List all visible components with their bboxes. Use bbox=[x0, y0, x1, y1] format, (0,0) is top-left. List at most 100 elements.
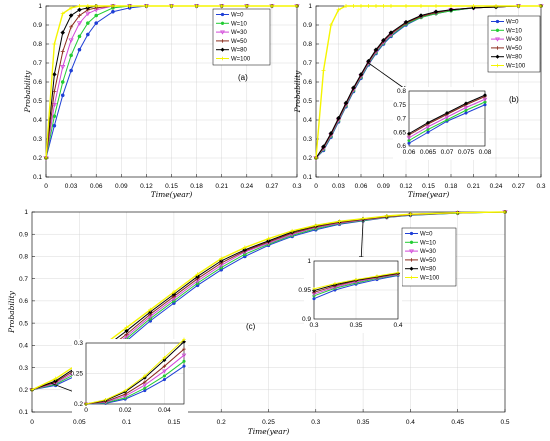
y-tick-label: 0.8 bbox=[303, 41, 312, 48]
y-tick-label: 0.5 bbox=[19, 320, 28, 327]
inset-y-tick-label: 0.9 bbox=[302, 316, 311, 323]
x-axis-title: Time(year) bbox=[408, 190, 450, 199]
data-point bbox=[127, 4, 132, 8]
data-point bbox=[321, 144, 326, 149]
data-point bbox=[148, 307, 153, 312]
data-point bbox=[44, 156, 48, 160]
y-tick-label: 0.8 bbox=[19, 254, 28, 261]
y-tick-label: 1 bbox=[308, 3, 312, 10]
inset-y-tick-label: 0.3 bbox=[74, 340, 83, 347]
data-point bbox=[242, 245, 247, 250]
data-point bbox=[329, 23, 333, 27]
data-point bbox=[503, 210, 507, 214]
data-point bbox=[321, 68, 326, 73]
x-tick-label: 0 bbox=[44, 183, 48, 190]
legend-label: W=10 bbox=[506, 28, 523, 34]
inset-x-tick-label: 0.04 bbox=[158, 407, 171, 414]
x-tick-label: 0.03 bbox=[65, 183, 78, 190]
x-tick-label: 0.21 bbox=[467, 183, 480, 190]
series-line bbox=[45, 5, 297, 159]
inset-series-W=10 bbox=[407, 100, 487, 143]
inset-data-point bbox=[375, 274, 379, 278]
data-point bbox=[111, 9, 115, 14]
y-tick-label: 0.8 bbox=[33, 41, 42, 48]
inset-series-line bbox=[85, 360, 185, 405]
x-tick-label: 0.15 bbox=[422, 183, 435, 190]
inset-y-tick-label: 1 bbox=[307, 258, 311, 265]
data-point bbox=[60, 11, 65, 16]
x-tick-label: 0.18 bbox=[190, 183, 203, 190]
y-tick-label: 0.6 bbox=[303, 79, 312, 86]
x-tick-label: 0.24 bbox=[240, 183, 253, 190]
inset-series-line bbox=[85, 365, 185, 405]
y-tick-label: 0.4 bbox=[19, 343, 28, 350]
inset-data-point bbox=[162, 369, 167, 374]
inset-data-point bbox=[162, 358, 167, 363]
legend-label: W=100 bbox=[231, 57, 251, 63]
inset-x-tick-label: 0.065 bbox=[420, 149, 437, 156]
data-point bbox=[404, 4, 408, 8]
data-point bbox=[384, 214, 389, 218]
data-point bbox=[328, 130, 334, 136]
data-point bbox=[85, 11, 91, 17]
x-tick-label: 0.4 bbox=[406, 419, 415, 426]
data-point bbox=[60, 93, 65, 98]
inset-data-point bbox=[181, 353, 187, 358]
data-point bbox=[266, 238, 271, 244]
legend-label: W=10 bbox=[231, 21, 248, 27]
x-tick-label: 0.3 bbox=[536, 183, 545, 190]
legend-marker bbox=[409, 275, 414, 280]
x-tick-label: 0.09 bbox=[115, 183, 128, 190]
y-tick-label: 1 bbox=[24, 209, 28, 216]
y-tick-label: 0.5 bbox=[303, 98, 312, 105]
y-tick-label: 0.6 bbox=[19, 298, 28, 305]
inset-series-line bbox=[85, 354, 185, 405]
data-point bbox=[94, 4, 99, 8]
legend-marker bbox=[495, 46, 500, 50]
y-axis-title: Probability bbox=[7, 290, 16, 333]
legend-marker bbox=[409, 240, 414, 244]
inset-series-line bbox=[85, 338, 185, 405]
y-tick-label: 0.2 bbox=[303, 155, 312, 162]
inset-data-point bbox=[333, 281, 337, 286]
data-point bbox=[419, 4, 423, 8]
inset-y-tick-label: 0.25 bbox=[70, 371, 83, 378]
legend-label: W=80 bbox=[231, 48, 248, 54]
inset-data-point bbox=[103, 398, 108, 402]
data-point bbox=[374, 4, 378, 8]
data-point bbox=[449, 4, 453, 8]
inset-x-tick-label: 0.075 bbox=[458, 149, 475, 156]
series-W=100 bbox=[314, 4, 543, 160]
data-point bbox=[195, 272, 200, 277]
y-tick-label: 0.3 bbox=[33, 136, 42, 143]
inset-data-point bbox=[312, 297, 316, 301]
data-point bbox=[336, 7, 341, 12]
legend-label: W=100 bbox=[420, 276, 440, 282]
data-point bbox=[313, 223, 318, 228]
data-point bbox=[77, 7, 82, 13]
series-W=100 bbox=[44, 4, 299, 160]
inset-b-arrow bbox=[368, 62, 409, 92]
y-tick-label: 0.1 bbox=[19, 409, 28, 416]
data-point bbox=[408, 212, 413, 217]
legend-box bbox=[212, 8, 271, 66]
y-tick-label: 0.9 bbox=[33, 22, 42, 29]
y-tick-label: 0.7 bbox=[303, 60, 312, 67]
y-tick-label: 0.7 bbox=[33, 60, 42, 67]
inset-x-tick-label: 0.4 bbox=[393, 322, 402, 329]
data-point bbox=[455, 210, 460, 215]
legend-box bbox=[401, 227, 457, 287]
inset-data-point bbox=[407, 141, 411, 145]
data-point bbox=[337, 219, 342, 224]
inset-data-point bbox=[482, 93, 488, 98]
y-tick-label: 0.4 bbox=[33, 117, 42, 124]
legend-label: W=80 bbox=[420, 267, 437, 273]
inset-x-tick-label: 0 bbox=[84, 407, 88, 414]
y-tick-label: 0.9 bbox=[19, 231, 28, 238]
data-point bbox=[269, 4, 274, 8]
data-point bbox=[516, 4, 521, 8]
inset-y-tick-label: 0.2 bbox=[74, 401, 83, 408]
inset-background bbox=[72, 339, 188, 418]
legend-label: W=0 bbox=[231, 13, 244, 19]
